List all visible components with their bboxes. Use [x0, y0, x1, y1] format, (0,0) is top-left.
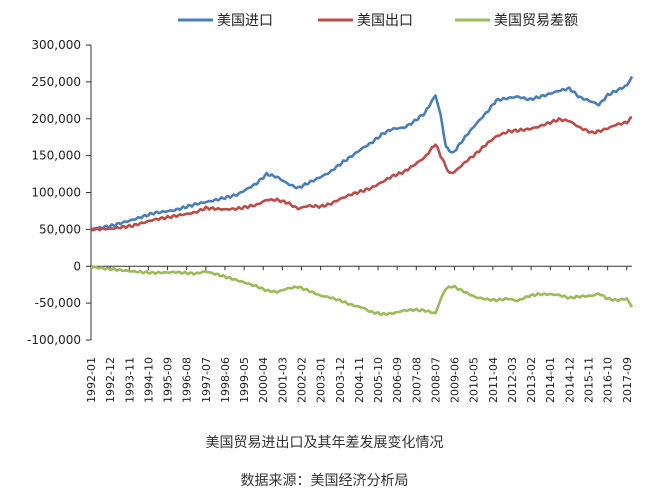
chart-caption: 美国贸易进出口及其年差发展变化情况: [205, 435, 444, 451]
y-tick-label: 300,000: [31, 38, 81, 52]
x-tick-label: 1999-05: [238, 357, 251, 403]
x-tick-label: 1995-09: [162, 357, 175, 403]
x-tick-label: 2004-11: [353, 357, 366, 403]
x-tick-label: 1993-11: [123, 357, 136, 403]
x-tick-label: 1997-07: [200, 357, 213, 403]
y-axis: 300,000 250,000 200,000 150,000 100,000 50,00…: [27, 38, 92, 347]
x-tick-label: 2008-07: [429, 357, 442, 403]
y-tick-label: 250,000: [31, 75, 81, 89]
y-tick-label: 150,000: [31, 149, 81, 163]
x-tick-label: 1996-08: [181, 357, 194, 403]
x-axis: 1992-01 1992-12 1993-11 1994-10 1995-09 1996-…: [85, 265, 634, 403]
plot-area: [90, 75, 634, 317]
x-tick-label: 1992-12: [104, 357, 117, 403]
x-tick-label: 2010-05: [468, 357, 481, 403]
y-tick-label: 0: [73, 259, 81, 273]
x-tick-label: 1992-01: [85, 357, 98, 403]
x-tick-label: 2017-09: [621, 357, 634, 403]
x-tick-label: 2003-12: [334, 357, 347, 403]
y-tick-label: -50,000: [35, 296, 81, 310]
y-tick-label: 200,000: [31, 112, 81, 126]
x-tick-label: 1994-10: [142, 357, 155, 403]
x-tick-label: 1998-06: [219, 357, 232, 403]
x-tick-label: 2009-06: [449, 357, 462, 403]
x-tick-label: 2014-01: [544, 357, 557, 403]
x-tick-label: 2016-10: [602, 357, 615, 403]
y-tick-label: -100,000: [27, 333, 81, 347]
data-source-note: 数据来源：美国经济分析局: [240, 473, 409, 489]
x-tick-label: 2012-03: [506, 357, 519, 403]
x-tick-label: 2013-02: [525, 357, 538, 403]
y-tick-label: 50,000: [39, 222, 81, 236]
x-tick-label: 2000-04: [257, 357, 270, 403]
legend-label: 美国出口: [357, 13, 413, 29]
x-tick-label: 2005-10: [372, 357, 385, 403]
legend-label: 美国进口: [217, 13, 273, 29]
x-tick-label: 2006-09: [391, 357, 404, 403]
series-line-1: [90, 75, 634, 231]
series-line-3: [90, 265, 634, 317]
x-tick-label: 2011-04: [487, 357, 500, 403]
x-tick-label: 2001-03: [276, 357, 289, 403]
x-tick-label: 2015-11: [583, 357, 596, 403]
x-tick-label: 2014-12: [563, 357, 576, 403]
series-line-2: [90, 115, 633, 232]
x-tick-label: 2007-08: [410, 357, 423, 403]
legend-label: 美国贸易差额: [494, 13, 578, 29]
line-chart: 美国进口 美国出口 美国贸易差额 300,000 250,000 200,000 150,…: [27, 13, 634, 403]
x-tick-label: 2003-01: [315, 357, 328, 403]
y-tick-label: 100,000: [31, 186, 81, 200]
chart-legend: 美国进口 美国出口 美国贸易差额: [178, 13, 578, 29]
x-tick-label: 2002-02: [295, 357, 308, 403]
